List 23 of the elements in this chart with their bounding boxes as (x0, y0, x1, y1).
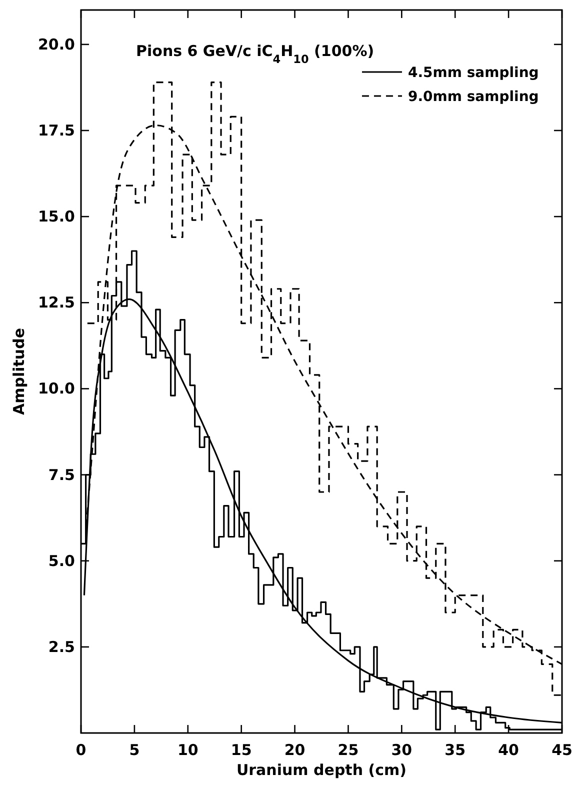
y-axis-title: Amplitude (10, 328, 28, 416)
annotation: Pions 6 GeV/c iC$_{4}$H$_{10}$ (100%) (136, 42, 374, 66)
legend-label: 4.5mm sampling (408, 65, 539, 81)
y-tick-label: 20.0 (38, 35, 75, 54)
x-tick-label: 45 (552, 741, 572, 759)
x-tick-label: 5 (129, 741, 140, 759)
x-axis-title: Uranium depth (cm) (236, 761, 407, 779)
y-tick-label: 12.5 (38, 294, 75, 312)
legend-label: 9.0mm sampling (408, 89, 539, 105)
x-tick-label: 30 (391, 741, 412, 759)
x-tick-label: 20 (284, 741, 306, 759)
x-tick-label: 15 (230, 741, 252, 759)
y-tick-label: 2.5 (48, 638, 75, 656)
y-tick-label: 15.0 (38, 208, 75, 226)
y-tick-label: 7.5 (48, 466, 75, 484)
x-tick-label: 40 (498, 741, 519, 759)
x-tick-label: 25 (338, 741, 359, 759)
y-tick-label: 10.0 (38, 380, 75, 398)
x-tick-label: 0 (76, 741, 86, 759)
x-tick-label: 35 (444, 741, 466, 759)
x-tick-label: 10 (177, 741, 198, 759)
y-tick-label: 17.5 (38, 122, 75, 140)
y-tick-label: 5.0 (48, 552, 75, 570)
